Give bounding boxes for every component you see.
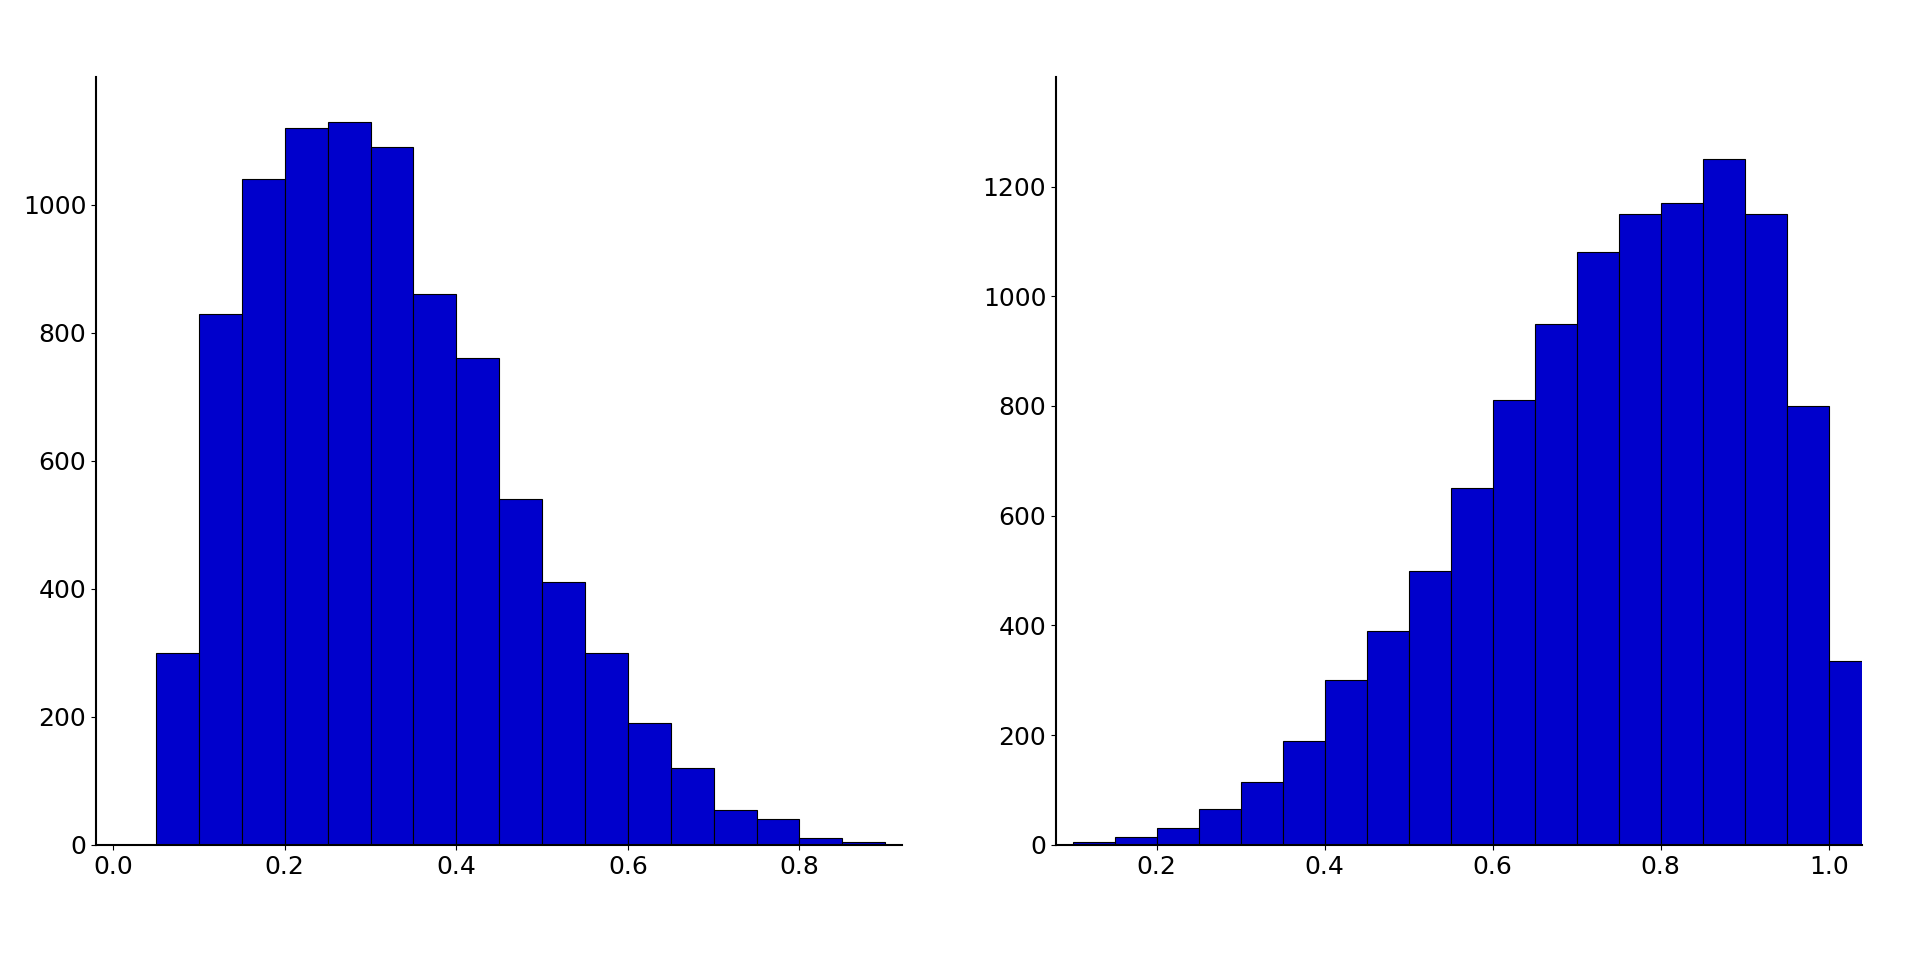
Bar: [1703, 159, 1745, 845]
Bar: [457, 358, 499, 845]
Bar: [1325, 681, 1367, 845]
Bar: [1367, 631, 1409, 845]
Bar: [670, 768, 714, 845]
Bar: [1156, 828, 1198, 845]
Bar: [328, 122, 371, 845]
Bar: [541, 583, 586, 845]
Bar: [586, 653, 628, 845]
Bar: [1240, 781, 1283, 845]
Bar: [756, 819, 799, 845]
Bar: [284, 128, 328, 845]
Bar: [499, 499, 541, 845]
Bar: [1283, 740, 1325, 845]
Bar: [1619, 214, 1661, 845]
Bar: [1492, 400, 1534, 845]
Bar: [156, 653, 200, 845]
Bar: [714, 809, 756, 845]
Bar: [1576, 252, 1619, 845]
Bar: [200, 314, 242, 845]
Bar: [843, 842, 885, 845]
Bar: [1073, 842, 1116, 845]
Bar: [799, 838, 843, 845]
Bar: [1534, 324, 1576, 845]
Bar: [1409, 570, 1452, 845]
Bar: [1198, 809, 1240, 845]
Bar: [1452, 489, 1492, 845]
Bar: [1828, 661, 1870, 845]
Bar: [371, 147, 413, 845]
Bar: [1661, 203, 1703, 845]
Bar: [242, 180, 284, 845]
Bar: [1745, 214, 1788, 845]
Bar: [1116, 836, 1156, 845]
Bar: [628, 723, 670, 845]
Bar: [413, 295, 457, 845]
Bar: [1788, 406, 1828, 845]
